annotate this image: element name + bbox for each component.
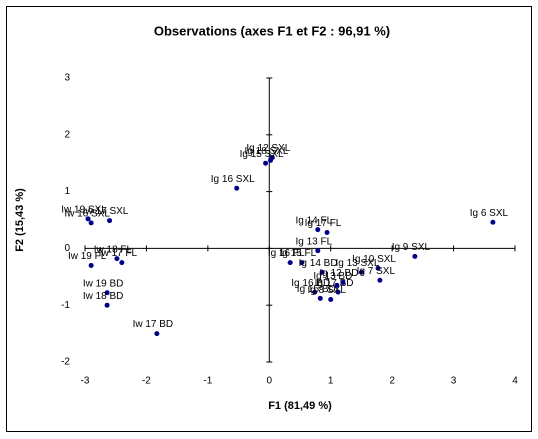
x-tick-label: 2 <box>389 376 395 387</box>
point-label: Ig 16 FL <box>268 248 305 259</box>
x-tick-label: -1 <box>203 376 212 387</box>
point-label: Ig 17 BD <box>315 278 354 289</box>
point-label: Ig 8 SXL <box>308 285 347 296</box>
x-tick-label: 3 <box>451 376 457 387</box>
point <box>315 227 321 233</box>
y-tick-label: 2 <box>64 129 70 140</box>
point <box>315 248 321 254</box>
point-label: Iw 19 FL <box>68 251 107 262</box>
point <box>88 262 94 268</box>
point <box>299 260 305 266</box>
point <box>340 279 346 285</box>
point-label: Ig 12 SXL <box>246 143 290 154</box>
point <box>85 216 91 222</box>
x-tick-label: -3 <box>81 376 90 387</box>
x-tick-label: 0 <box>267 376 273 387</box>
x-tick-label: 4 <box>512 376 518 387</box>
point <box>377 277 383 283</box>
point-label: Ig 15 SXL <box>240 149 284 160</box>
point-label: Ig 16 SXL <box>211 174 255 185</box>
point-label: Ig 13 FL <box>295 236 332 247</box>
point-label: Iw 16 SXL <box>64 208 110 219</box>
y-tick-label: -1 <box>61 300 70 311</box>
point <box>268 157 274 163</box>
point <box>328 297 334 303</box>
point <box>104 290 110 296</box>
point-label: Ig 6 SXL <box>470 208 509 219</box>
point <box>375 265 381 271</box>
point-label: Ig 15 BD <box>297 284 336 295</box>
y-tick-label: 3 <box>64 73 70 84</box>
point-label: Iw 19 SXL <box>61 205 107 216</box>
point <box>334 282 340 288</box>
point-label: Iw 18 FL <box>94 244 133 255</box>
point-label: Ig 13 SXL <box>335 258 379 269</box>
point <box>234 185 240 191</box>
point <box>358 269 364 275</box>
y-tick-label: 0 <box>64 243 70 254</box>
point <box>263 160 269 166</box>
point <box>287 260 293 266</box>
point-label: Iw 17 BD <box>133 319 174 330</box>
point-label: Ig 16 BD <box>291 278 330 289</box>
point <box>88 220 94 226</box>
y-tick-label: 1 <box>64 186 70 197</box>
y-axis-label: F2 (15,43 %) <box>14 188 26 252</box>
point-label: Ig 12 BD <box>320 268 359 279</box>
point-label: Iw 17 FL <box>99 248 138 259</box>
point-label: Ig 18 SXL <box>245 146 289 157</box>
point-label: Iw 19 BD <box>83 278 124 289</box>
x-tick-label: 1 <box>328 376 334 387</box>
point-label: Ig 7 SXL <box>357 266 396 277</box>
point-label: Ig 15 FL <box>279 248 316 259</box>
chart-title: Observations (axes F1 et F2 : 96,91 %) <box>154 23 390 38</box>
point <box>319 269 325 275</box>
point-label: Ig 17 FL <box>305 218 342 229</box>
point <box>412 253 418 259</box>
x-tick-label: -2 <box>142 376 151 387</box>
point <box>317 295 323 301</box>
point <box>107 218 113 224</box>
point <box>114 256 120 262</box>
point-label: Iw 18 BD <box>83 291 124 302</box>
point-label: Iw 17 SXL <box>83 206 129 217</box>
point <box>312 289 318 295</box>
point-label: Ig 14 BD <box>299 258 338 269</box>
y-tick-label: -2 <box>61 357 70 368</box>
point <box>335 289 341 295</box>
x-axis-label: F1 (81,49 %) <box>268 400 332 412</box>
point-label: Ig 10 SXL <box>352 254 396 265</box>
point <box>324 229 330 235</box>
point <box>119 260 125 266</box>
point <box>490 219 496 225</box>
point <box>154 331 160 337</box>
point-label: Ig 9 SXL <box>392 242 431 253</box>
point-label: Ig 14 FL <box>295 215 332 226</box>
point-label: Ig 13 BD <box>313 271 352 282</box>
point <box>104 302 110 308</box>
